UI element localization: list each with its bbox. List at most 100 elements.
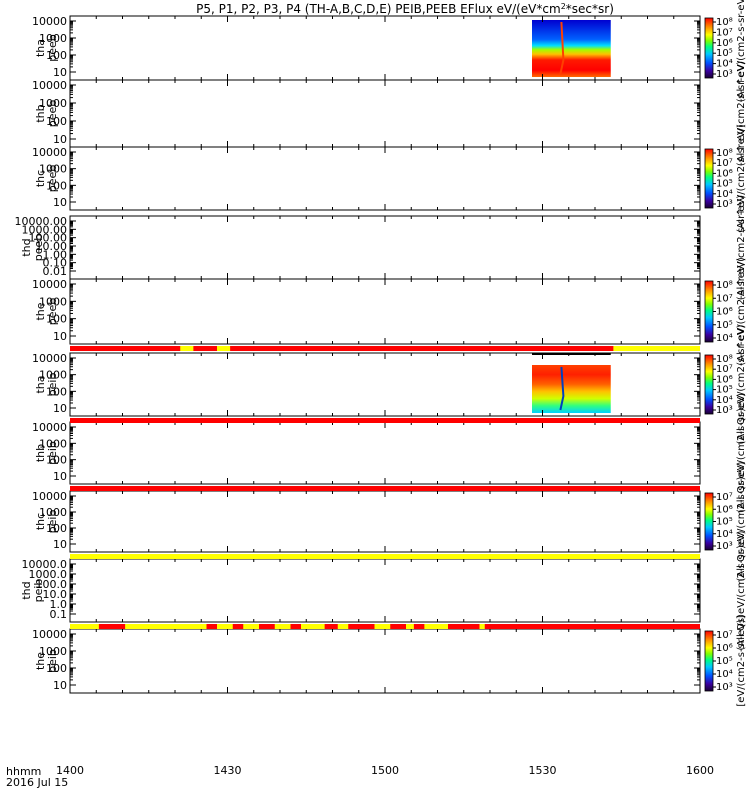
- panel-probe-label: tha: [34, 375, 47, 393]
- colorbar-label: (Al↑eV/(cm2-s-sr-eV): [736, 195, 747, 300]
- colorbar-tick-label: 10⁴: [716, 529, 733, 540]
- colorbar-tick-label: 10⁴: [716, 669, 733, 680]
- panel-instrument-label: peib: [46, 373, 59, 397]
- status-bar-base: [70, 346, 700, 351]
- ytick-label: 0.01: [43, 265, 68, 278]
- date-label: 2016 Jul 15: [6, 776, 68, 789]
- spectrogram-feature-tha-peib: [559, 366, 565, 411]
- panel-frame-the-peeb: [69, 278, 701, 345]
- colorbar-tick-label: 10³: [716, 69, 733, 80]
- ytick-label: 1000: [39, 437, 67, 450]
- panel-thb-peib: 10 100 1000 10000 thb peib (All Qs)eV/(cm2-s-s…: [32, 393, 747, 513]
- panel-instrument-label: peib: [32, 579, 45, 603]
- ytick-label: 1000: [39, 295, 67, 308]
- colorbar-tick-label: 10⁴: [716, 395, 733, 406]
- ytick-label: 1000: [39, 645, 67, 658]
- panel-probe-label: thd: [20, 238, 33, 256]
- colorbar-tick-label: 10³: [716, 541, 733, 552]
- colorbar-tick-label: 10⁶: [716, 504, 733, 515]
- colorbar-tick-label: 10⁸: [716, 280, 733, 291]
- ytick-label: 10: [53, 679, 67, 692]
- status-bar-yellow-segment: [70, 624, 99, 629]
- ytick-label: 1000.00: [22, 223, 68, 236]
- xtick-label: 1530: [529, 764, 557, 777]
- colorbar-tick-label: 10⁸: [716, 148, 733, 159]
- xtick-label: 1400: [56, 764, 84, 777]
- ytick-label: 100: [46, 522, 67, 535]
- ytick-label: 100: [46, 313, 67, 326]
- colorbar-thc-peib: [704, 492, 714, 551]
- ytick-label: 100: [46, 454, 67, 467]
- status-bar-yellow-segment: [243, 624, 259, 629]
- status-bar-yellow-segment: [613, 346, 700, 351]
- panel-instrument-label: peeb: [32, 234, 45, 262]
- ytick-label: 10000: [32, 278, 67, 291]
- ytick-label: 10.0: [43, 588, 68, 601]
- panel-probe-label: thc: [34, 513, 47, 530]
- panel-frame-thc-peeb: [69, 146, 701, 211]
- status-bar-yellow-segment: [374, 624, 391, 629]
- ytick-label: 10: [53, 66, 67, 79]
- status-bar-4: [70, 624, 700, 629]
- colorbar-tick-label: 10⁸: [716, 354, 733, 365]
- status-bar-yellow-segment: [406, 624, 414, 629]
- colorbar-tick-label: 10⁶: [716, 168, 733, 179]
- ytick-label: 10: [53, 470, 67, 483]
- colorbar-tick-label: 10⁴: [716, 333, 733, 344]
- panel-instrument-label: peib: [46, 510, 59, 534]
- colorbar-tick-label: 10⁵: [716, 320, 733, 331]
- panel-probe-label: thb: [34, 444, 47, 462]
- panel-probe-label: the: [34, 302, 47, 320]
- status-bar-yellow-segment: [424, 624, 448, 629]
- spectrogram-tha-peeb: [532, 20, 611, 77]
- colorbar-tick-label: 10⁷: [716, 27, 733, 38]
- colorbar-tick-label: 10⁴: [716, 59, 733, 70]
- status-bar-yellow-segment: [479, 624, 485, 629]
- colorbar-label: (All Qs)eV/(cm2-s-sr-eV): [736, 530, 747, 650]
- ytick-label: 10000: [32, 628, 67, 641]
- panel-instrument-label: peeb: [46, 165, 59, 193]
- ytick-label: 10000: [32, 352, 67, 365]
- panel-probe-label: thb: [34, 104, 47, 122]
- colorbar-label: (Al ↑eV/(cm2-s-sr-eV): [736, 124, 747, 233]
- panel-instrument-label: peeb: [46, 298, 59, 326]
- ytick-label: 1000: [39, 32, 67, 45]
- status-bar-base: [70, 418, 700, 423]
- status-bar-yellow-segment: [337, 624, 349, 629]
- ytick-label: 10: [53, 196, 67, 209]
- status-bar-stack: [70, 346, 700, 629]
- status-bar-overlay: [532, 353, 611, 355]
- panel-instrument-label: peeb: [46, 100, 59, 128]
- panel-probe-label: the: [34, 652, 47, 670]
- ytick-label: 1000: [39, 369, 67, 382]
- ytick-label: 100: [46, 179, 67, 192]
- status-bar-yellow-segment: [125, 624, 207, 629]
- colorbar-the-peib: [704, 630, 714, 692]
- colorbar-label: (Al ↑eV/(cm2-s-sr-eV): [736, 0, 747, 102]
- colorbar-label: (All Qs)eV/(cm2-s-sr-eV): [736, 461, 747, 581]
- colorbar-tick-label: 10⁵: [716, 385, 733, 396]
- colorbar-label: [eV/(cm2-s-sr-eV)]: [736, 615, 747, 706]
- ytick-label: 10: [53, 402, 67, 415]
- colorbar-the-peeb: [704, 280, 714, 343]
- status-bar-2: [70, 486, 700, 491]
- ytick-label: 10: [53, 330, 67, 343]
- colorbar-label: (Al ↑eV/(cm2-s-sr-eV): [736, 257, 747, 366]
- colorbar-tha-peeb: [704, 17, 714, 79]
- colorbar-tick-label: 10⁶: [716, 643, 733, 654]
- colorbar-tick-label: 10⁷: [716, 158, 733, 169]
- ytick-label: 10: [53, 133, 67, 146]
- colorbar-label: (All Qs)eV/(cm2-s-sr-eV): [736, 324, 747, 444]
- ytick-label: 1000: [39, 97, 67, 110]
- ytick-label: 1.00: [43, 248, 68, 261]
- colorbar-tick-label: 10⁶: [716, 374, 733, 385]
- status-bar-1: [70, 418, 700, 423]
- status-bar-yellow-segment: [217, 624, 233, 629]
- ytick-label: 10000: [32, 15, 67, 28]
